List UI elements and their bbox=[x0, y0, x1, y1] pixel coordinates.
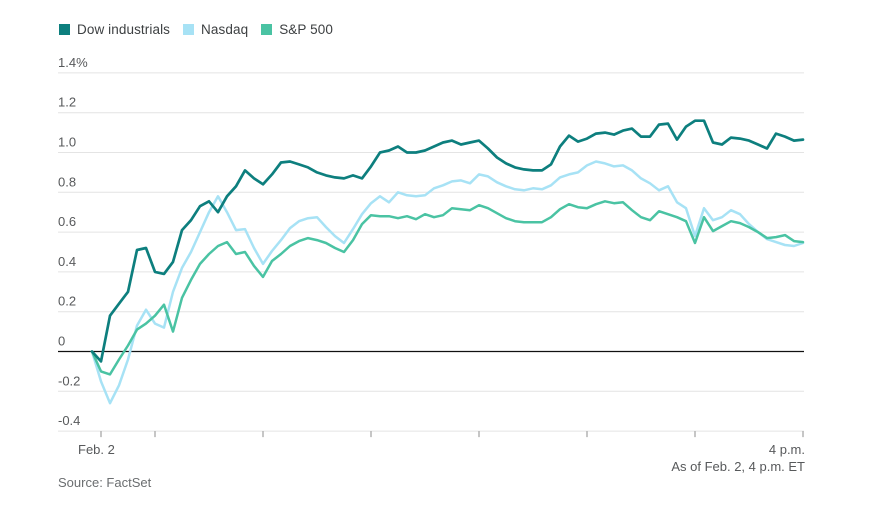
legend-label-sp500: S&P 500 bbox=[279, 22, 333, 37]
legend-label-dow: Dow industrials bbox=[77, 22, 171, 37]
y-tick-label: 1.4% bbox=[58, 55, 88, 70]
x-axis-start-label: Feb. 2 bbox=[78, 442, 115, 457]
legend-item-nasdaq: Nasdaq bbox=[183, 22, 248, 37]
y-tick-label: 1.0 bbox=[58, 135, 76, 150]
nasdaq-swatch-icon bbox=[183, 24, 195, 35]
legend: Dow industrials Nasdaq S&P 500 bbox=[59, 22, 333, 37]
y-tick-label: 0.8 bbox=[58, 174, 76, 189]
s-p-500-line bbox=[90, 200, 805, 376]
y-tick-label: -0.4 bbox=[58, 413, 80, 428]
dow-industrials-line bbox=[90, 119, 805, 363]
dow-swatch-icon bbox=[59, 24, 70, 35]
legend-item-dow: Dow industrials bbox=[59, 22, 170, 37]
legend-item-sp500: S&P 500 bbox=[261, 22, 333, 37]
y-tick-label: 0 bbox=[58, 334, 65, 349]
y-tick-label: 1.2 bbox=[58, 95, 76, 110]
y-tick-label: 0.6 bbox=[58, 214, 76, 229]
y-tick-label: 0.2 bbox=[58, 294, 76, 309]
x-axis-end-label: 4 p.m. bbox=[768, 442, 805, 457]
y-tick-label: 0.4 bbox=[58, 254, 76, 269]
sp500-swatch-icon bbox=[261, 24, 273, 35]
source-note: Source: FactSet bbox=[58, 475, 152, 490]
as-of-note: As of Feb. 2, 4 p.m. ET bbox=[671, 459, 805, 474]
y-tick-label: -0.2 bbox=[58, 373, 80, 388]
legend-label-nasdaq: Nasdaq bbox=[201, 22, 249, 37]
nasdaq-line bbox=[90, 160, 805, 405]
